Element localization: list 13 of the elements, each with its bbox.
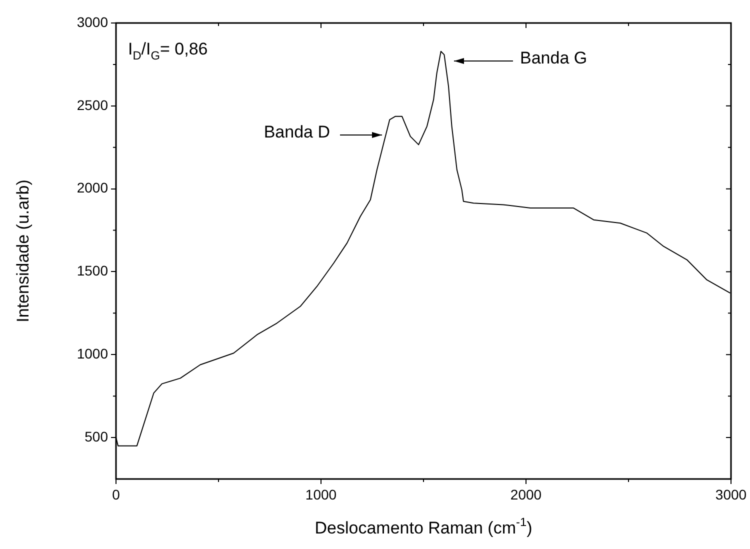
- annotation: Banda G: [520, 48, 588, 68]
- y-tick-label: 3000: [76, 14, 108, 30]
- x-tick-label: 2000: [510, 486, 542, 502]
- x-tick-label: 1000: [305, 486, 337, 502]
- x-tick-label: 0: [112, 486, 120, 502]
- x-tick-label: 3000: [715, 486, 747, 502]
- y-tick-label: 2500: [76, 96, 108, 113]
- y-tick-label: 500: [84, 428, 108, 444]
- y-tick-label: 1000: [76, 345, 108, 362]
- y-axis-title: Intensidade (u.arb): [14, 180, 33, 322]
- y-tick-label: 1500: [76, 262, 108, 279]
- y-tick-label: 2000: [76, 180, 108, 196]
- annotation: Banda D: [264, 122, 330, 142]
